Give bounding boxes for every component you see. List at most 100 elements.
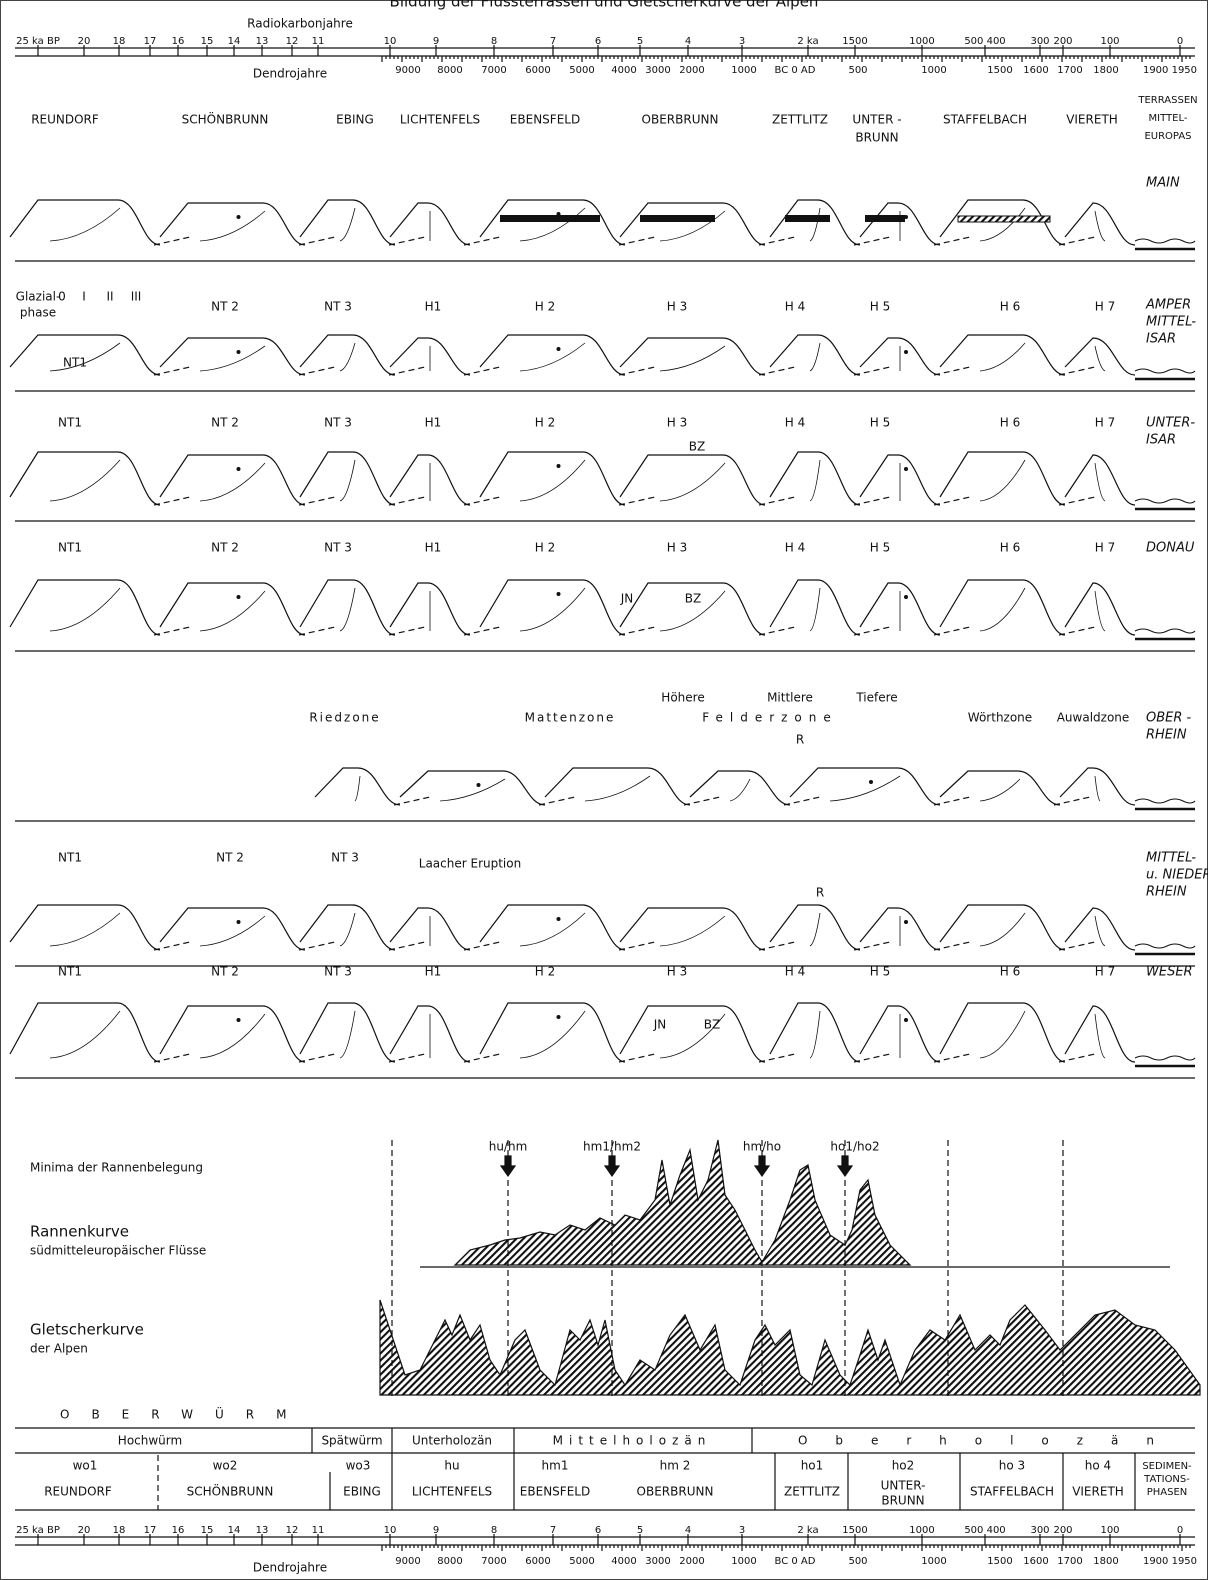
- peat-layer: [958, 216, 1050, 222]
- terrace-label: JN: [653, 1018, 667, 1032]
- terrace-label: H 4: [785, 965, 805, 979]
- dendro-label: 4000: [611, 65, 636, 76]
- terrace-label: II: [106, 290, 113, 304]
- terrace-label: H 2: [535, 416, 555, 430]
- phase-label: Unterholozän: [412, 1434, 492, 1448]
- dendro-label: 9000: [395, 1556, 420, 1567]
- rannen-label: Rannenkurve: [30, 1223, 129, 1241]
- table-site: BRUNN: [881, 1494, 924, 1508]
- site-name: REUNDORF: [31, 113, 99, 127]
- terrace-label: BZ: [689, 440, 705, 454]
- terrace-label: H 4: [785, 300, 805, 314]
- minima-label: Minima der Rannenbelegung: [30, 1161, 203, 1175]
- river-name: MITTEL-: [1146, 851, 1196, 866]
- terrace-label: H 2: [535, 541, 555, 555]
- terrace-label: NT1: [63, 356, 87, 370]
- scale-title: Dendrojahre: [253, 67, 327, 81]
- dendro-label: 3000: [645, 1556, 670, 1567]
- terrace-label: H 6: [1000, 965, 1020, 979]
- terrace-label: 0: [58, 290, 66, 304]
- site-name: SCHÖNBRUNN: [182, 111, 269, 127]
- terrace-label: NT1: [58, 541, 82, 555]
- dendro-label: 500: [848, 1556, 867, 1567]
- terrace-label: H 7: [1095, 300, 1115, 314]
- find-dot: [869, 780, 873, 784]
- peat-layer: [640, 215, 715, 222]
- dendro-label: 1600: [1023, 1556, 1048, 1567]
- river-name: ISAR: [1146, 332, 1176, 347]
- terrace-label: NT 3: [324, 541, 352, 555]
- find-dot: [904, 350, 908, 354]
- terrace-label: NT 2: [211, 965, 239, 979]
- sediment-phase: wo1: [73, 1459, 98, 1473]
- terrace-label: Riedzone: [309, 711, 380, 725]
- site-name: ZETTLITZ: [772, 113, 828, 127]
- terrace-label: BZ: [685, 592, 701, 606]
- river-name: MITTEL-: [1146, 315, 1196, 330]
- sediment-heading: PHASEN: [1147, 1487, 1188, 1498]
- site-name: OBERBRUNN: [642, 113, 719, 127]
- boundary-label: ho1/ho2: [830, 1140, 879, 1154]
- terrace-label: H 5: [870, 541, 890, 555]
- dendro-label: 1800: [1093, 1556, 1118, 1567]
- terrace-label: H1: [425, 965, 442, 979]
- terrace-label: H 3: [667, 541, 687, 555]
- find-dot: [904, 920, 908, 924]
- glacier-label: Gletscherkurve: [30, 1321, 144, 1339]
- terrace-label: Mattenzone: [525, 711, 616, 725]
- terrace-label: NT 3: [331, 851, 359, 865]
- terrace-label: I: [82, 290, 86, 304]
- table-site: LICHTENFELS: [412, 1485, 492, 1499]
- terrace-label: H 6: [1000, 541, 1020, 555]
- table-site: STAFFELBACH: [970, 1485, 1054, 1499]
- dendro-label: 1000: [731, 65, 756, 76]
- site-name: UNTER -: [852, 113, 901, 127]
- site-name: VIERETH: [1066, 113, 1118, 127]
- dendro-label: 3000: [645, 65, 670, 76]
- stage-label: OBERWÜRM: [60, 1406, 308, 1422]
- scale-title: Radiokarbonjahre: [247, 17, 353, 31]
- dendro-label: 8000: [437, 1556, 462, 1567]
- sediment-phase: ho 4: [1085, 1459, 1111, 1473]
- terrace-label: H 2: [535, 300, 555, 314]
- table-site: REUNDORF: [44, 1485, 112, 1499]
- terrace-label: Höhere: [661, 691, 704, 705]
- terrace-label: NT1: [58, 965, 82, 979]
- table-site: OBERBRUNN: [637, 1485, 714, 1499]
- dendro-label: 1900 1950: [1143, 1556, 1197, 1567]
- scale-title: Dendrojahre: [253, 1561, 327, 1575]
- find-dot: [557, 464, 561, 468]
- terrace-heading: MITTEL-: [1149, 113, 1188, 124]
- dendro-label: 9000: [395, 65, 420, 76]
- dendro-label: 1500: [987, 1556, 1012, 1567]
- terrace-label: NT 3: [324, 416, 352, 430]
- sediment-phase: hu: [444, 1459, 459, 1473]
- find-dot: [237, 350, 241, 354]
- terrace-heading: TERRASSEN: [1137, 95, 1197, 106]
- site-name: STAFFELBACH: [943, 113, 1027, 127]
- terrace-label: NT 2: [216, 851, 244, 865]
- dendro-label: 5000: [569, 1556, 594, 1567]
- river-name: OBER -: [1146, 711, 1192, 726]
- terrace-label: Glazial-: [16, 290, 61, 304]
- river-name: ISAR: [1146, 433, 1176, 448]
- terrace-label: H 2: [535, 965, 555, 979]
- terrace-label: H 7: [1095, 965, 1115, 979]
- site-name: EBENSFELD: [510, 113, 580, 127]
- terrace-label: H 7: [1095, 541, 1115, 555]
- table-site: UNTER-: [881, 1479, 926, 1493]
- site-name: LICHTENFELS: [400, 113, 480, 127]
- boundary-label: hu/hm: [489, 1140, 528, 1154]
- site-name: BRUNN: [855, 131, 898, 145]
- terrace-label: R: [796, 733, 804, 747]
- terrace-label: JN: [620, 592, 634, 606]
- terrace-label: H 5: [870, 965, 890, 979]
- sediment-phase: wo2: [213, 1459, 238, 1473]
- peat-layer: [785, 215, 830, 222]
- peat-layer: [865, 215, 905, 222]
- dendro-label: 1600: [1023, 65, 1048, 76]
- dendro-label: 2000: [679, 65, 704, 76]
- dendro-label: 7000: [481, 1556, 506, 1567]
- terrace-label: H1: [425, 300, 442, 314]
- clipped-title: Bildung der Flussterrassen und Gletscher…: [390, 0, 819, 11]
